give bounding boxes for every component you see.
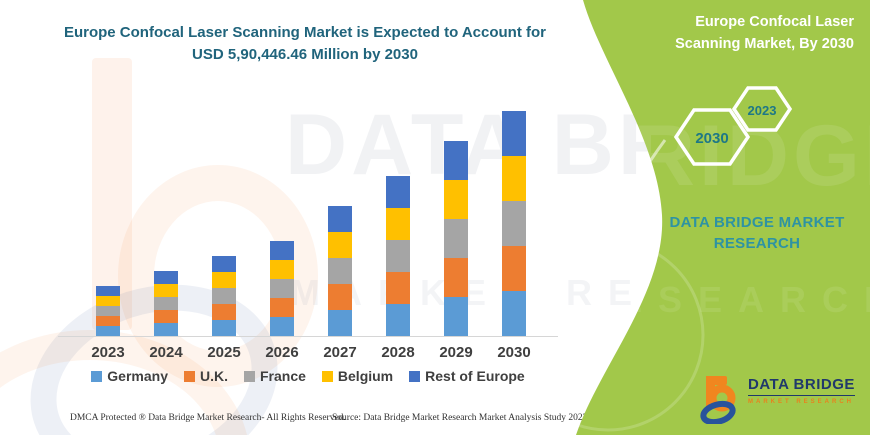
year-hexagons: 2030 2023 xyxy=(673,86,793,166)
bar-segment-france xyxy=(212,288,236,304)
bar-segment-rest-of-europe xyxy=(502,111,526,156)
hexagon-2023 xyxy=(731,86,793,132)
legend-swatch xyxy=(321,370,333,382)
legend-swatch xyxy=(183,370,195,382)
x-axis-label: 2023 xyxy=(91,344,125,361)
stacked-bar-2029 xyxy=(444,141,468,336)
bar-segment-u-k- xyxy=(444,258,468,297)
x-axis-label: 2024 xyxy=(149,344,183,361)
bar-segment-rest-of-europe xyxy=(96,286,120,296)
chart-title: Europe Confocal Laser Scanning Market is… xyxy=(63,24,547,63)
bar-segment-belgium xyxy=(502,156,526,201)
bar-segment-rest-of-europe xyxy=(328,206,352,232)
green-panel xyxy=(576,0,870,435)
stacked-bar-2027 xyxy=(328,206,352,336)
legend-item-belgium: Belgium xyxy=(321,368,394,384)
bar-segment-u-k- xyxy=(96,316,120,326)
logo-text-block: DATA BRIDGE MARKET RESEARCH xyxy=(748,376,855,405)
panel-watermark-text-2: MARKET RESEARCH xyxy=(300,279,870,320)
logo-name: DATA BRIDGE xyxy=(748,376,855,396)
bar-segment-belgium xyxy=(270,260,294,279)
dmca-notice: DMCA Protected ® Data Bridge Market Rese… xyxy=(70,413,346,423)
bar-segment-france xyxy=(444,219,468,258)
bar-segment-belgium xyxy=(444,180,468,219)
hexagon-2030-label: 2030 xyxy=(695,130,728,147)
x-axis-label: 2028 xyxy=(381,344,415,361)
x-axis-label: 2030 xyxy=(497,344,531,361)
x-axis-labels: 2023 2024 2025 2026 2027 2028 2029 2030 xyxy=(58,344,558,364)
bar-segment-u-k- xyxy=(502,246,526,291)
bar-segment-u-k- xyxy=(270,298,294,317)
bar-segment-u-k- xyxy=(212,304,236,320)
bar-segment-france xyxy=(96,306,120,316)
legend-swatch xyxy=(409,370,421,382)
bar-segment-belgium xyxy=(154,284,178,297)
bar-segment-u-k- xyxy=(386,272,410,304)
logo-tagline: MARKET RESEARCH xyxy=(748,399,855,405)
legend-swatch xyxy=(91,370,103,382)
bar-segment-germany xyxy=(444,297,468,336)
bar-segment-u-k- xyxy=(328,284,352,310)
bar-segment-germany xyxy=(386,304,410,336)
hexagon-2030 xyxy=(673,108,751,166)
stacked-bar-2024 xyxy=(154,271,178,336)
hexagon-2023-label: 2023 xyxy=(748,103,777,118)
bar-segment-germany xyxy=(270,317,294,336)
databridge-logo: DATA BRIDGE MARKET RESEARCH xyxy=(698,376,855,424)
bar-plot-area xyxy=(58,88,558,337)
bar-segment-rest-of-europe xyxy=(270,241,294,260)
bar-segment-rest-of-europe xyxy=(212,256,236,272)
legend-label: U.K. xyxy=(199,368,228,384)
bar-segment-france xyxy=(386,240,410,272)
bar-segment-germany xyxy=(96,326,120,336)
bar-segment-u-k- xyxy=(154,310,178,323)
legend-label: Rest of Europe xyxy=(425,368,525,384)
legend-item-germany: Germany xyxy=(91,368,168,384)
x-axis-label: 2026 xyxy=(265,344,299,361)
bar-segment-france xyxy=(154,297,178,310)
x-axis-label: 2027 xyxy=(323,344,357,361)
legend-item-rest-of-europe: Rest of Europe xyxy=(409,368,525,384)
legend-swatch xyxy=(243,370,255,382)
databridge-logo-icon xyxy=(700,376,736,424)
stacked-bar-2026 xyxy=(270,241,294,336)
source-note: Source: Data Bridge Market Research Mark… xyxy=(332,413,588,423)
legend-item-france: France xyxy=(243,368,306,384)
x-axis-line xyxy=(58,336,558,337)
chart-legend: Germany U.K. France Belgium Rest of Europe xyxy=(58,368,558,384)
bar-segment-germany xyxy=(154,323,178,336)
bar-segment-germany xyxy=(502,291,526,336)
legend-item-u-k-: U.K. xyxy=(183,368,228,384)
stacked-bar-2023 xyxy=(96,286,120,336)
bar-segment-belgium xyxy=(386,208,410,240)
bar-segment-belgium xyxy=(328,232,352,258)
bar-segment-belgium xyxy=(96,296,120,306)
bar-segment-germany xyxy=(328,310,352,336)
x-axis-label: 2029 xyxy=(439,344,473,361)
bar-segment-france xyxy=(502,201,526,246)
legend-label: Germany xyxy=(107,368,168,384)
legend-label: France xyxy=(259,368,306,384)
bar-segment-rest-of-europe xyxy=(386,176,410,208)
bar-segment-france xyxy=(328,258,352,284)
legend-label: Belgium xyxy=(337,368,394,384)
panel-title: Europe Confocal Laser Scanning Market, B… xyxy=(675,14,854,52)
x-axis-label: 2025 xyxy=(207,344,241,361)
stacked-bar-2028 xyxy=(386,176,410,336)
bar-segment-rest-of-europe xyxy=(154,271,178,284)
stacked-bar-2025 xyxy=(212,256,236,336)
brand-text: DATA BRIDGE MARKET RESEARCH xyxy=(669,214,845,252)
bar-segment-belgium xyxy=(212,272,236,288)
stacked-bar-2030 xyxy=(502,111,526,336)
bar-segment-france xyxy=(270,279,294,298)
bar-segment-germany xyxy=(212,320,236,336)
bar-segment-rest-of-europe xyxy=(444,141,468,180)
